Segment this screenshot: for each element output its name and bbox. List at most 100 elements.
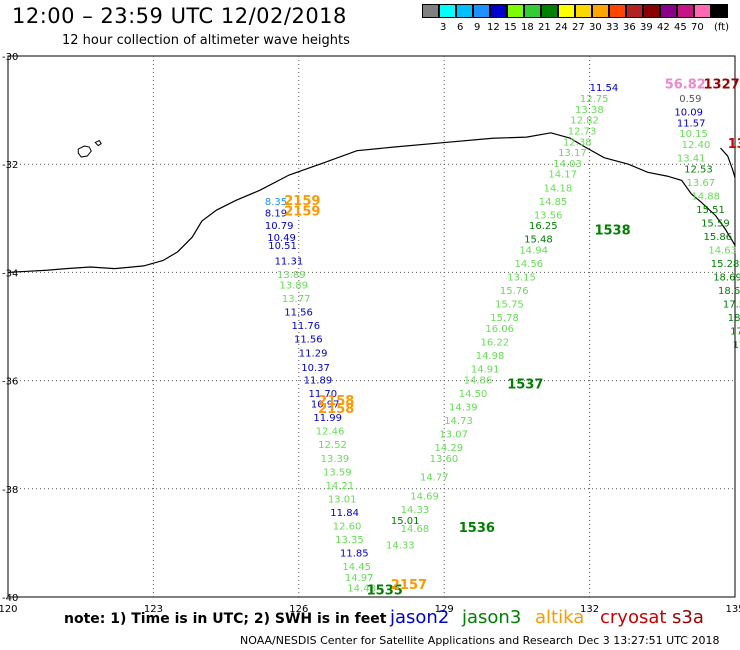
wave-height-label: 14.94 bbox=[519, 245, 548, 256]
wave-height-label: 14.18 bbox=[544, 183, 573, 194]
wave-height-label: 11.57 bbox=[677, 118, 706, 129]
wave-height-label: 15.01 bbox=[391, 516, 420, 527]
wave-height-label: 14.86 bbox=[464, 375, 493, 386]
wave-height-label: 13.17 bbox=[558, 148, 587, 159]
wave-height-label: 13.01 bbox=[328, 494, 357, 505]
legend-swatch bbox=[592, 4, 609, 18]
lat-tick-label: -30 bbox=[2, 52, 18, 63]
wave-height-label: 14.77 bbox=[420, 473, 449, 484]
legend-swatch bbox=[439, 4, 456, 18]
wave-height-label: 11.31 bbox=[275, 256, 304, 267]
wave-height-label: 1327 bbox=[703, 77, 739, 92]
lat-tick-label: -36 bbox=[2, 377, 18, 388]
wave-height-label: 13.41 bbox=[677, 153, 706, 164]
wave-height-label: 8.35 bbox=[265, 197, 287, 208]
wave-height-label: 18. bbox=[728, 313, 740, 324]
legend-swatch bbox=[643, 4, 660, 18]
lon-tick-label: 120 bbox=[0, 604, 18, 615]
wave-height-label: 13.38 bbox=[575, 105, 604, 116]
lat-tick-label: -34 bbox=[2, 268, 18, 279]
legend-label: 21 bbox=[538, 22, 551, 33]
legend-swatch bbox=[422, 4, 439, 18]
wave-height-label: 11.89 bbox=[304, 375, 333, 386]
legend-swatch bbox=[507, 4, 524, 18]
legend-label: 18 bbox=[521, 22, 534, 33]
wave-height-label: 13.15 bbox=[507, 273, 536, 284]
wave-height-label: 0.59 bbox=[679, 94, 701, 105]
wave-height-label: 12.82 bbox=[570, 116, 599, 127]
wave-height-label: 10.09 bbox=[674, 108, 703, 119]
legend-swatch bbox=[541, 4, 558, 18]
wave-height-label: 10.49 bbox=[267, 233, 296, 244]
wave-height-label: 14.56 bbox=[514, 259, 543, 270]
wave-height-label: 11.54 bbox=[590, 83, 619, 94]
satellite-label-cryosat: cryosat bbox=[600, 607, 667, 628]
wave-height-label: 13.59 bbox=[323, 467, 352, 478]
wave-height-label: 12.53 bbox=[684, 164, 713, 175]
legend-label: 12 bbox=[487, 22, 500, 33]
legend-label: 33 bbox=[606, 22, 619, 33]
wave-height-label: 1535 bbox=[367, 583, 403, 598]
wave-height-label: 15.48 bbox=[524, 235, 553, 246]
wave-height-label: 14.85 bbox=[539, 197, 568, 208]
wave-height-label: 12.38 bbox=[563, 137, 592, 148]
wave-height-label: 12.46 bbox=[316, 427, 345, 438]
legend-label: 36 bbox=[623, 22, 636, 33]
lon-tick-label: 126 bbox=[289, 604, 308, 615]
wave-height-label: 12.60 bbox=[333, 521, 362, 532]
wave-height-label: 1537 bbox=[507, 378, 543, 393]
wave-height-label: 2157 bbox=[391, 578, 427, 593]
coastline bbox=[7, 132, 736, 273]
wave-height-label: 17.5 bbox=[723, 300, 740, 311]
wave-height-label: 10.15 bbox=[679, 129, 708, 140]
lon-tick-label: 132 bbox=[580, 604, 599, 615]
lon-tick-label: 123 bbox=[144, 604, 163, 615]
wave-height-label: 14.33 bbox=[401, 505, 430, 516]
wave-height-label: 14.63 bbox=[708, 245, 737, 256]
wave-height-label: 14.39 bbox=[449, 402, 478, 413]
wave-height-label: 13.89 bbox=[277, 270, 306, 281]
wave-height-label: 14.45 bbox=[342, 562, 371, 573]
legend-swatch bbox=[660, 4, 677, 18]
wave-height-label: 15.76 bbox=[500, 286, 529, 297]
wave-height-label: 1538 bbox=[594, 224, 630, 239]
wave-height-label: 15.28 bbox=[711, 259, 740, 270]
wave-height-label: 14.88 bbox=[691, 191, 720, 202]
coastline bbox=[720, 147, 736, 178]
page-title: 12:00 – 23:59 UTC 12/02/2018 bbox=[12, 4, 347, 28]
legend-swatch bbox=[711, 4, 728, 18]
satellite-label-altika: altika bbox=[535, 607, 585, 628]
wave-height-label: 17 bbox=[733, 340, 740, 351]
wave-height-label: 2159 bbox=[284, 205, 320, 220]
island bbox=[94, 139, 102, 147]
wave-height-label: 16.22 bbox=[481, 337, 510, 348]
wave-height-label: 13.56 bbox=[534, 210, 563, 221]
wave-height-label: 13.67 bbox=[687, 178, 716, 189]
wave-height-label: 15.75 bbox=[495, 300, 524, 311]
legend-swatch bbox=[524, 4, 541, 18]
generated-timestamp: Dec 3 13:27:51 UTC 2018 bbox=[578, 634, 720, 647]
wave-height-label: 13.89 bbox=[279, 281, 308, 292]
wave-height-label: 13.35 bbox=[335, 535, 364, 546]
island bbox=[77, 145, 92, 158]
legend-label: 42 bbox=[657, 22, 670, 33]
satellite-label-s3a: s3a bbox=[672, 607, 704, 628]
wave-height-label: 11.29 bbox=[299, 348, 328, 359]
satellite-label-jason3: jason3 bbox=[462, 607, 522, 628]
wave-height-label: 18.69 bbox=[713, 273, 740, 284]
legend-label: 24 bbox=[555, 22, 568, 33]
wave-height-label: 12.52 bbox=[318, 440, 347, 451]
wave-height-label: 14.17 bbox=[548, 170, 577, 181]
wave-height-label: 10.37 bbox=[301, 363, 330, 374]
lat-tick-label: -38 bbox=[2, 485, 18, 496]
wave-height-label: 2159 bbox=[284, 194, 320, 209]
page-subtitle: 12 hour collection of altimeter wave hei… bbox=[62, 33, 350, 48]
wave-height-label: 14.21 bbox=[325, 481, 354, 492]
wave-height-label: 12.75 bbox=[580, 94, 609, 105]
wave-height-label: 14.03 bbox=[553, 159, 582, 170]
lat-tick-label: -32 bbox=[2, 160, 18, 171]
legend-label: 70 bbox=[691, 22, 704, 33]
wave-height-label: 14.48 bbox=[347, 584, 376, 595]
wave-height-label: 132 bbox=[728, 137, 740, 152]
wave-height-label: 56.82 bbox=[665, 77, 706, 92]
